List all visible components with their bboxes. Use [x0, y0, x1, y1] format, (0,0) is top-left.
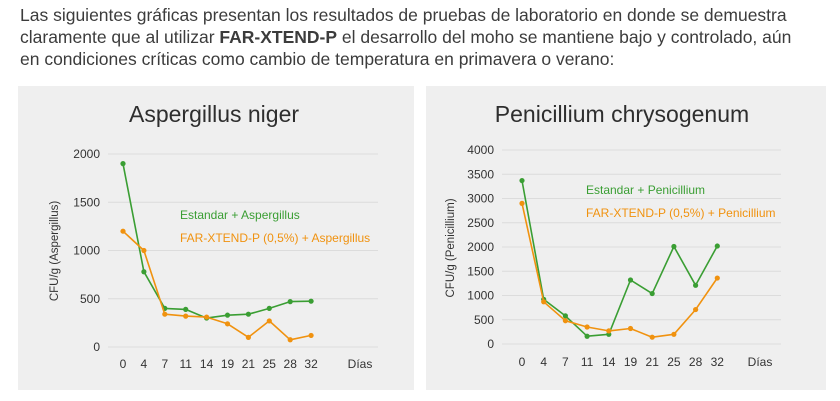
x-axis-label: Días — [748, 355, 773, 369]
data-point — [287, 337, 293, 343]
data-point — [627, 325, 634, 332]
x-tick-label: 32 — [304, 357, 318, 371]
series-line — [122, 230, 312, 341]
legend-label: Estandar + Aspergillus — [180, 208, 300, 222]
y-axis-label: CFU/g (Penicillium) — [445, 198, 457, 297]
y-tick-label: 500 — [80, 292, 100, 306]
x-tick-label: 4 — [540, 355, 547, 369]
data-point — [562, 313, 568, 319]
data-point — [649, 290, 655, 297]
data-point — [183, 306, 189, 312]
y-tick-label: 2000 — [467, 240, 494, 254]
data-point — [245, 334, 251, 340]
data-point — [287, 299, 293, 305]
data-point — [671, 331, 677, 337]
y-tick-label: 2500 — [467, 216, 494, 230]
y-tick-label: 0 — [93, 340, 100, 354]
y-tick-label: 2000 — [73, 147, 100, 161]
legend-label: FAR-XTEND-P (0,5%) + Aspergillus — [180, 231, 370, 245]
intro-line-2-end: el desarrollo del moho se mantiene bajo … — [337, 27, 792, 47]
series-line — [122, 163, 312, 319]
y-axis-label: CFU/g (Aspergillus) — [49, 201, 61, 301]
x-tick-label: 28 — [689, 355, 703, 369]
aspergillus-chart-panel: Aspergillus niger 0 500 1000 1500 2000 CFU/g (… — [18, 86, 414, 390]
chart-title: Penicillium chrysogenum — [495, 101, 749, 127]
intro-line-2-start: claramente que al utilizar — [20, 27, 220, 47]
data-point — [714, 275, 720, 281]
aspergillus-chart: Aspergillus niger 0 500 1000 1500 2000 CFU/g (… — [49, 101, 378, 371]
data-point — [541, 299, 547, 305]
chart-title: Aspergillus niger — [129, 101, 299, 127]
data-point — [204, 314, 210, 320]
y-tick-label: 1000 — [467, 289, 494, 303]
data-point — [266, 318, 272, 324]
x-tick-label: 4 — [141, 357, 148, 371]
data-point — [606, 328, 612, 334]
intro-line-1: Las siguientes gráficas presentan los re… — [20, 5, 787, 25]
y-tick-label: 3500 — [467, 167, 494, 181]
data-point — [671, 243, 677, 250]
y-tick-label: 500 — [474, 313, 494, 327]
y-tick-label: 3000 — [467, 192, 494, 206]
x-tick-label: 19 — [221, 357, 235, 371]
data-point — [693, 306, 699, 313]
data-point — [308, 298, 314, 304]
data-point — [224, 312, 231, 318]
data-point — [120, 228, 126, 234]
penicillium-chart: Penicillium chrysogenum 0 500 1000 1500 2000 2… — [445, 101, 781, 369]
data-point — [224, 321, 231, 327]
x-axis-label: Días — [348, 357, 373, 371]
intro-line-2: claramente que al utilizar FAR-XTEND-P e… — [20, 26, 832, 48]
y-tick-label: 1500 — [467, 264, 494, 278]
data-point — [627, 277, 634, 283]
intro-paragraph: Las siguientes gráficas presentan los re… — [20, 4, 832, 70]
x-tick-label: 7 — [562, 355, 569, 369]
x-tick-label: 28 — [284, 357, 298, 371]
data-point — [562, 318, 568, 324]
data-point — [266, 305, 272, 311]
series-line — [521, 180, 719, 337]
data-point — [584, 324, 590, 330]
legend-label: Estandar + Penicillium — [586, 183, 705, 197]
data-point — [141, 247, 147, 254]
data-point — [141, 269, 147, 275]
series-line — [521, 203, 718, 338]
data-point — [519, 177, 525, 184]
y-tick-label: 4000 — [467, 143, 494, 157]
x-tick-label: 21 — [646, 355, 660, 369]
data-point — [714, 243, 720, 249]
data-point — [584, 333, 590, 339]
x-tick-label: 25 — [263, 357, 277, 371]
product-name: FAR-XTEND-P — [219, 27, 338, 47]
y-tick-label: 1500 — [73, 195, 100, 209]
x-tick-label: 14 — [602, 355, 616, 369]
y-tick-label: 1000 — [73, 244, 100, 258]
data-point — [183, 313, 189, 319]
x-tick-label: 32 — [711, 355, 725, 369]
data-point — [245, 311, 251, 317]
x-tick-label: 14 — [200, 357, 214, 371]
data-point — [649, 334, 655, 340]
x-tick-label: 25 — [667, 355, 681, 369]
x-tick-label: 11 — [581, 355, 594, 369]
data-point — [519, 200, 525, 206]
y-tick-label: 0 — [487, 337, 494, 351]
data-point — [693, 282, 699, 288]
penicillium-chart-panel: Penicillium chrysogenum 0 500 1000 1500 2000 2… — [426, 86, 826, 390]
data-point — [120, 161, 126, 167]
intro-line-3: en condiciones críticas como cambio de t… — [20, 49, 615, 69]
x-tick-label: 0 — [120, 357, 127, 371]
x-tick-label: 7 — [161, 357, 168, 371]
x-tick-label: 21 — [242, 357, 256, 371]
x-tick-label: 19 — [624, 355, 638, 369]
data-point — [162, 311, 168, 317]
x-tick-label: 11 — [179, 357, 192, 371]
data-point — [308, 332, 314, 339]
x-tick-label: 0 — [519, 355, 526, 369]
legend-label: FAR-XTEND-P (0,5%) + Penicillium — [586, 206, 776, 220]
